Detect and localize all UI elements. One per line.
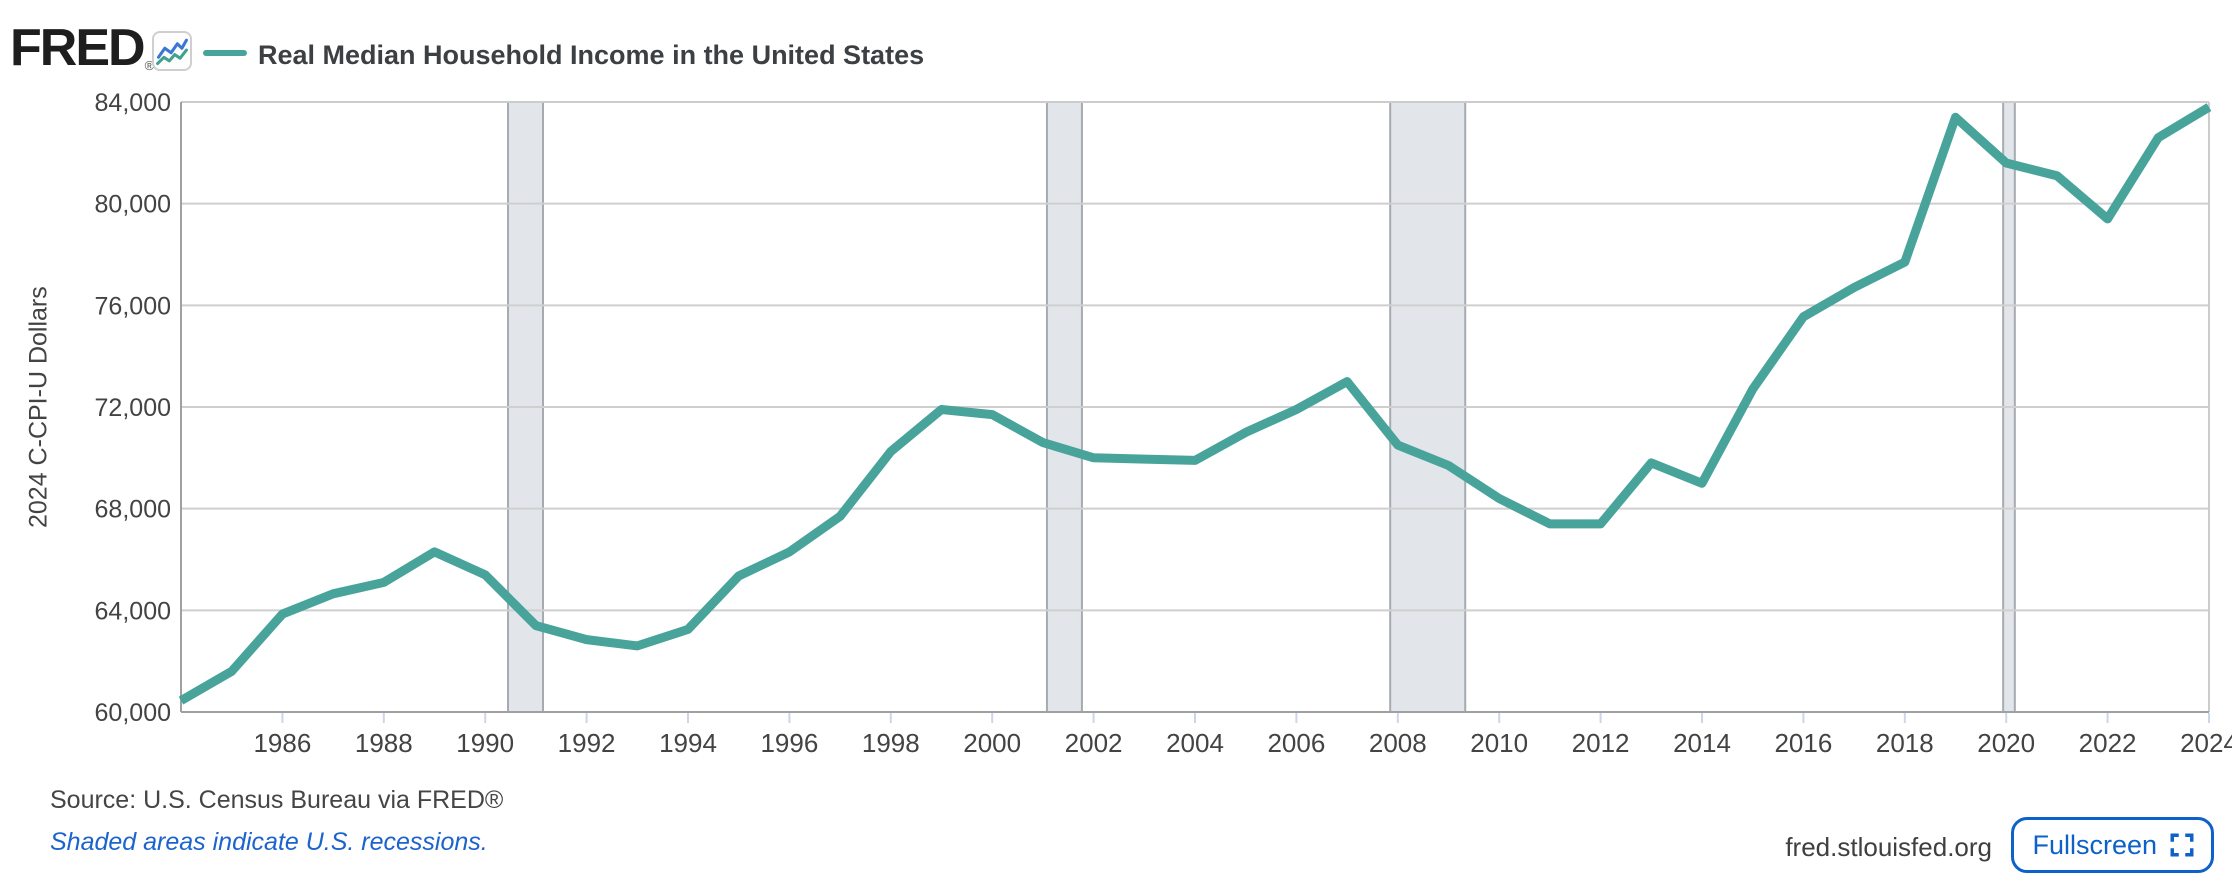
x-tick-label: 1988 (355, 728, 413, 758)
x-tick-label: 1992 (558, 728, 616, 758)
fred-logo-text: FRED (10, 19, 146, 77)
income-line (178, 103, 2212, 705)
y-tick-label: 60,000 (95, 699, 171, 727)
x-tick-label: 2014 (1673, 728, 1731, 758)
fred-logo[interactable]: FRED ® (10, 22, 154, 74)
x-tick-label: 2008 (1369, 728, 1427, 758)
x-tick-label: 2002 (1065, 728, 1123, 758)
x-tick-label: 2000 (963, 728, 1021, 758)
x-tick-label: 2024 (2180, 728, 2232, 758)
x-tick-label: 2018 (1876, 728, 1934, 758)
chart-title: Real Median Household Income in the Unit… (258, 40, 925, 70)
site-url: fred.stlouisfed.org (1785, 832, 1992, 862)
x-tick-label: 2020 (1977, 728, 2035, 758)
y-tick-label: 64,000 (95, 597, 171, 625)
source-text: Source: U.S. Census Bureau via FRED® (50, 786, 504, 814)
y-tick-label: 84,000 (95, 89, 171, 117)
fullscreen-button-label: Fullscreen (2032, 829, 2157, 860)
x-tick-label: 2012 (1572, 728, 1630, 758)
fred-logo-registered-mark: ® (144, 58, 155, 73)
x-tick-label: 1986 (253, 728, 311, 758)
y-tick-label: 68,000 (95, 496, 171, 524)
x-tick-label: 2016 (1774, 728, 1832, 758)
x-tick-label: 2010 (1470, 728, 1528, 758)
x-tick-label: 1996 (760, 728, 818, 758)
fullscreen-icon (2170, 833, 2194, 857)
x-tick-label: 2006 (1267, 728, 1325, 758)
recession-note[interactable]: Shaded areas indicate U.S. recessions. (50, 828, 488, 856)
x-tick-label: 1994 (659, 728, 717, 758)
series-legend-line (203, 50, 247, 56)
y-tick-label: 72,000 (95, 394, 171, 422)
x-tick-label: 1998 (862, 728, 920, 758)
y-tick-label: 76,000 (95, 292, 171, 320)
x-tick-label: 2004 (1166, 728, 1224, 758)
y-tick-label: 80,000 (95, 191, 171, 219)
fred-logo-graph-icon (152, 31, 192, 71)
fullscreen-button[interactable]: Fullscreen (2011, 817, 2214, 873)
x-tick-label: 1990 (456, 728, 514, 758)
x-tick-label: 2022 (2079, 728, 2137, 758)
